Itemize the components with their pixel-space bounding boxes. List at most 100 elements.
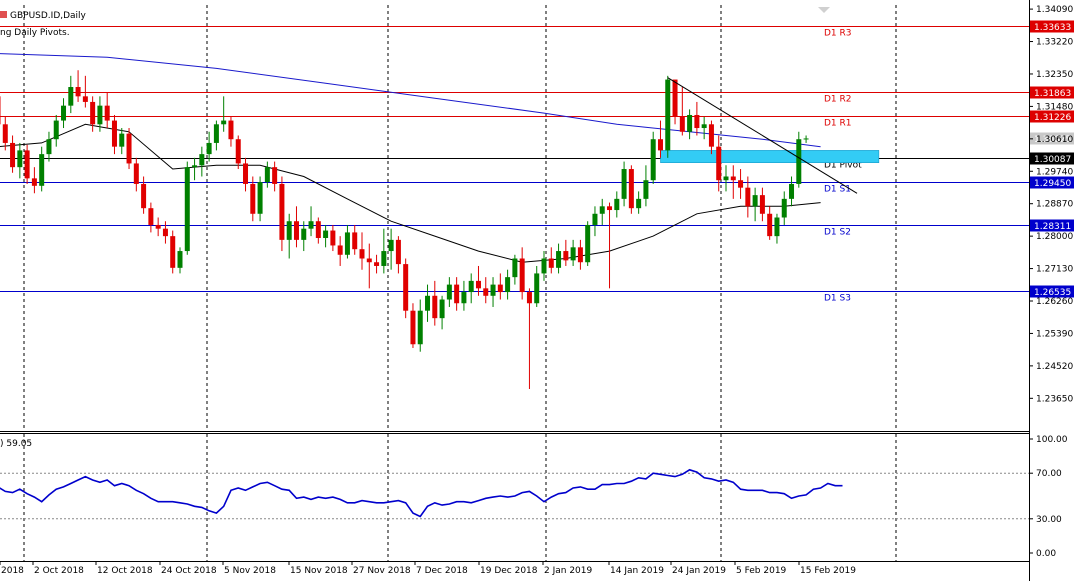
candle-body [323,230,329,239]
candle-body [374,262,380,266]
candle-body [439,299,445,319]
shift-marker-icon [818,7,830,13]
trendline [667,77,858,194]
candle-body [199,154,205,166]
price-tick-label: 1.30610 [1036,135,1073,145]
price-tag-label: 1.26535 [1034,288,1071,298]
candle-body [759,195,765,214]
candle-body [577,247,583,263]
candle-body [607,206,613,211]
candle-body [39,154,45,186]
candle-body [643,180,649,199]
date-tick-label: 19 Dec 2018 [480,566,538,576]
candle-layer [0,70,809,389]
resistance-zone [660,150,880,163]
candle-body [213,124,219,143]
price-tag-background [1030,20,1074,33]
price-tick-label: 1.34090 [1036,5,1073,15]
pivot-label: D1 S2 [824,228,851,238]
candle-body [243,163,249,184]
pivot-layer: D1 R3 D1 R2 D1 R1 D1 Pivot D1 S1 D1 S2 D1 S3 [0,26,1029,304]
candle-body [264,167,270,183]
candle-body [475,280,481,289]
date-tick-label: 5 Feb 2019 [736,566,787,576]
candle-body [2,124,8,143]
candle-body [446,284,452,300]
date-tick-label: 7 Dec 2018 [416,566,468,576]
candle-body [97,105,103,125]
candle-body [308,221,314,229]
price-tag-label: 1.33633 [1034,23,1071,33]
candle-body [497,284,503,293]
trendline-layer [667,77,858,194]
candle-body [75,87,81,97]
candle-body [490,284,496,296]
candle-body [46,139,52,155]
rsi-label-value: 59.05 [6,439,32,449]
rsi-tick-label: 100.00 [1036,435,1068,445]
candle-body [636,198,642,209]
price-tag-label: 1.30087 [1034,155,1071,165]
candle-body [745,187,751,207]
date-tick-label: 2018 [1,566,24,576]
date-tick-label: 2 Oct 2018 [34,566,84,576]
candle-body [432,295,438,319]
pivot-label: D1 S3 [824,294,851,304]
candle-body [344,232,350,255]
price-tag-background [1030,86,1074,99]
candle-body [519,258,525,293]
candle-body [730,176,736,181]
candle-body [687,114,693,132]
candle-body [61,105,67,121]
indicator-caption: ng Daily Pivots. [0,28,70,38]
candle-body [403,264,409,311]
candle-body [526,292,532,304]
candle-body [31,178,37,186]
price-tag-label: 1.31863 [1034,89,1071,99]
rsi-tick-label: 70.00 [1036,469,1062,479]
candle-body [585,224,591,263]
candle-body [315,221,321,239]
candle-body [621,169,627,199]
price-tick-label: 1.28870 [1036,200,1073,210]
rsi-label: ) 59.05 [0,439,32,449]
candle-body [599,206,605,214]
date-tick-label: 24 Oct 2018 [161,566,217,576]
candle-body [563,251,569,261]
candle-body [148,208,154,225]
candle-body [425,295,431,311]
candle-body [184,167,190,252]
rsi-line [0,468,843,518]
candle-body [170,236,176,268]
price-tick-label: 1.26260 [1036,297,1073,307]
candle-body [53,120,59,140]
grid-layer [23,5,897,561]
candle-body [119,133,125,147]
symbol-title: GBPUSD.ID,Daily [10,11,87,21]
price-axis: 1.33633 1.31863 1.31226 1.30087 1.29450 1.283… [1029,5,1074,559]
candle-body [162,228,168,237]
candle-body [716,146,722,181]
candle-body [483,288,489,296]
moving-average-slow [0,53,821,148]
price-tag-background [1030,110,1074,123]
price-tick-label: 1.24520 [1036,362,1073,372]
price-tag-label: 1.31226 [1034,113,1071,123]
date-tick-label: 27 Nov 2018 [353,566,411,576]
candle-body [701,124,707,129]
candle-body [366,258,372,263]
pivot-label: D1 Pivot [824,161,862,171]
date-tick-label: 15 Nov 2018 [290,566,348,576]
candle-body [82,96,88,102]
price-tick-label: 1.25390 [1036,329,1073,339]
pivot-label: D1 R3 [824,29,852,39]
candle-body [505,277,511,293]
candle-body [272,167,278,184]
candle-body [665,79,671,151]
date-tick-label: 15 Feb 2019 [800,566,856,576]
candle-body [454,284,460,304]
candle-body [781,198,787,218]
candle-body [592,213,598,225]
candle-body [141,183,147,209]
